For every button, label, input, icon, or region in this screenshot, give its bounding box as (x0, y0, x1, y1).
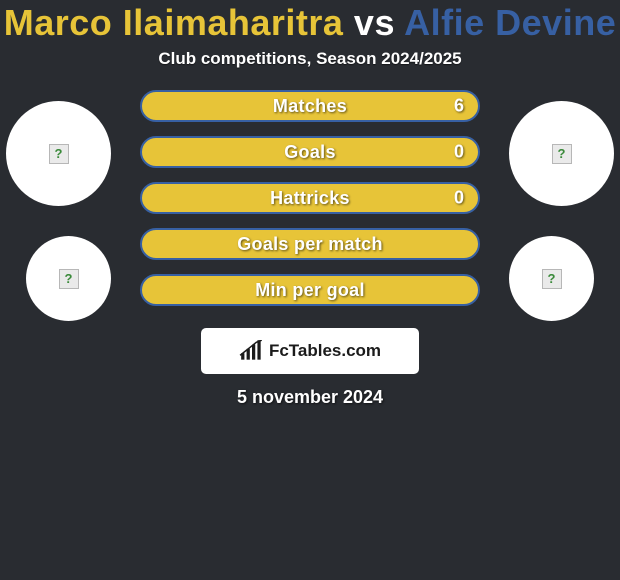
subtitle: Club competitions, Season 2024/2025 (0, 49, 620, 69)
stat-label: Goals (284, 142, 336, 163)
date: 5 november 2024 (0, 387, 620, 408)
player2-club-avatar: ? (509, 236, 594, 321)
stat-label: Matches (273, 96, 347, 117)
stat-value: 0 (454, 142, 464, 163)
stat-value: 0 (454, 188, 464, 209)
broken-image-icon: ? (552, 144, 572, 164)
stat-bar: Hattricks 0 (140, 182, 480, 214)
broken-image-glyph: ? (65, 271, 73, 286)
chart-icon (239, 340, 265, 362)
broken-image-icon: ? (59, 269, 79, 289)
broken-image-glyph: ? (558, 146, 566, 161)
stat-bar: Min per goal (140, 274, 480, 306)
player1-club-avatar: ? (26, 236, 111, 321)
stat-bar: Matches 6 (140, 90, 480, 122)
stat-value: 6 (454, 96, 464, 117)
title-vs: vs (354, 2, 395, 43)
attribution-badge: FcTables.com (201, 328, 419, 374)
title-player1: Marco Ilaimaharitra (4, 2, 344, 43)
stat-label: Goals per match (237, 234, 383, 255)
stat-bar: Goals per match (140, 228, 480, 260)
broken-image-icon: ? (542, 269, 562, 289)
broken-image-icon: ? (49, 144, 69, 164)
stat-label: Min per goal (255, 280, 365, 301)
comparison-card: Marco Ilaimaharitra vs Alfie Devine Club… (0, 0, 620, 580)
broken-image-glyph: ? (55, 146, 63, 161)
title-player2: Alfie Devine (404, 2, 616, 43)
stat-bar: Goals 0 (140, 136, 480, 168)
player1-avatar: ? (6, 101, 111, 206)
stat-label: Hattricks (270, 188, 350, 209)
broken-image-glyph: ? (548, 271, 556, 286)
player2-avatar: ? (509, 101, 614, 206)
stat-bars: Matches 6 Goals 0 Hattricks 0 Goals per … (140, 90, 480, 306)
page-title: Marco Ilaimaharitra vs Alfie Devine (0, 2, 620, 43)
attribution-text: FcTables.com (269, 341, 381, 361)
